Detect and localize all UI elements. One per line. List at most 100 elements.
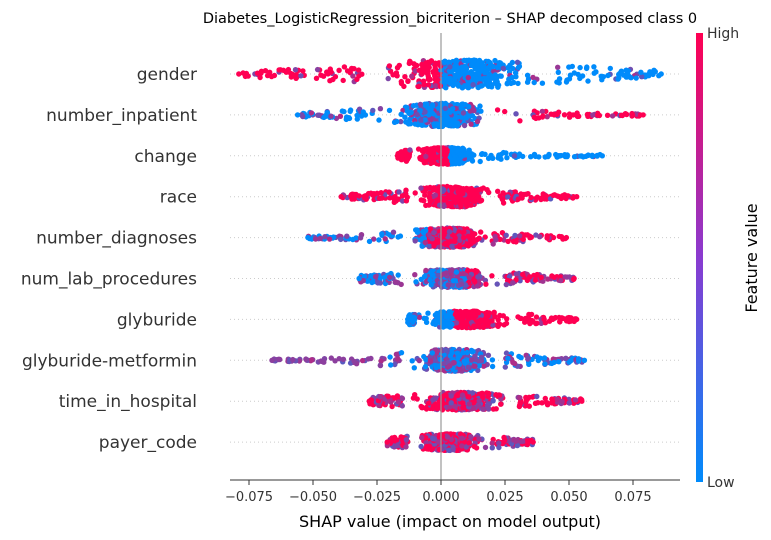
shap-point bbox=[511, 153, 518, 159]
shap-point bbox=[504, 155, 510, 161]
shap-point bbox=[285, 66, 292, 73]
shap-point bbox=[338, 236, 344, 243]
shap-point bbox=[418, 403, 424, 410]
chart-title: Diabetes_LogisticRegression_bicriterion … bbox=[203, 11, 697, 27]
shap-point bbox=[417, 156, 423, 162]
shap-point bbox=[609, 113, 616, 119]
shap-point bbox=[407, 116, 413, 123]
shap-point bbox=[453, 320, 460, 326]
shap-point bbox=[512, 232, 518, 239]
shap-point bbox=[375, 280, 381, 286]
shap-point bbox=[412, 238, 418, 244]
shap-point bbox=[447, 194, 454, 200]
shap-point bbox=[427, 184, 433, 191]
shap-point bbox=[457, 237, 463, 243]
shap-point bbox=[512, 70, 519, 76]
shap-point bbox=[516, 353, 522, 360]
shap-point bbox=[461, 57, 467, 64]
shap-point bbox=[465, 74, 471, 81]
shap-point bbox=[398, 281, 404, 288]
shap-point bbox=[277, 67, 284, 73]
shap-point bbox=[376, 195, 383, 201]
shap-point bbox=[541, 355, 548, 361]
shap-point bbox=[505, 79, 512, 86]
shap-point bbox=[398, 350, 405, 356]
shap-point bbox=[277, 356, 283, 363]
shap-point bbox=[522, 232, 528, 238]
shap-point bbox=[326, 236, 333, 242]
shap-point bbox=[395, 272, 401, 278]
shap-point bbox=[446, 229, 453, 235]
shap-point bbox=[548, 315, 555, 321]
shap-point bbox=[456, 243, 463, 250]
shap-point bbox=[373, 274, 379, 280]
shap-point bbox=[412, 272, 418, 278]
shap-point bbox=[532, 277, 539, 283]
shap-point bbox=[362, 112, 369, 118]
shap-point bbox=[441, 72, 448, 78]
shap-point bbox=[236, 71, 242, 77]
shap-point bbox=[425, 82, 432, 88]
shap-point bbox=[271, 72, 278, 79]
shap-point bbox=[357, 235, 364, 241]
shap-point bbox=[349, 196, 355, 202]
shap-point bbox=[396, 62, 402, 69]
feature-label: time_in_hospital bbox=[59, 392, 197, 412]
shap-point bbox=[468, 357, 475, 363]
shap-point bbox=[474, 191, 480, 197]
shap-point bbox=[441, 197, 447, 203]
shap-point bbox=[599, 153, 605, 159]
shap-point bbox=[476, 235, 482, 241]
shap-point bbox=[478, 354, 485, 360]
shap-point bbox=[308, 110, 315, 116]
shap-point bbox=[598, 73, 604, 80]
shap-point bbox=[452, 227, 458, 233]
shap-point bbox=[437, 244, 443, 250]
shap-point bbox=[423, 153, 429, 160]
shap-point bbox=[451, 64, 457, 70]
shap-point bbox=[465, 233, 471, 239]
shap-point bbox=[430, 110, 436, 117]
shap-point bbox=[494, 75, 500, 81]
shap-point bbox=[403, 104, 410, 111]
shap-point bbox=[444, 161, 451, 167]
shap-point bbox=[416, 314, 423, 320]
shap-point bbox=[398, 118, 404, 125]
shap-point bbox=[562, 274, 568, 280]
shap-point bbox=[363, 196, 369, 202]
shap-point bbox=[453, 269, 460, 275]
shap-point bbox=[370, 107, 376, 114]
shap-point bbox=[526, 403, 532, 409]
shap-point bbox=[292, 73, 299, 79]
shap-point bbox=[371, 236, 377, 242]
shap-point bbox=[405, 78, 411, 85]
shap-point bbox=[441, 271, 447, 277]
shap-point bbox=[589, 112, 596, 118]
shap-point bbox=[604, 112, 611, 119]
shap-point bbox=[448, 107, 454, 113]
shap-point bbox=[419, 71, 425, 77]
shap-point bbox=[568, 318, 574, 324]
shap-point bbox=[534, 110, 540, 116]
shap-point bbox=[445, 282, 451, 288]
shap-point bbox=[450, 278, 457, 284]
shap-point bbox=[584, 64, 590, 70]
shap-point bbox=[520, 271, 526, 278]
shap-point bbox=[527, 274, 533, 280]
shap-point bbox=[576, 358, 582, 364]
shap-point bbox=[386, 189, 392, 195]
shap-point bbox=[528, 194, 534, 201]
shap-point bbox=[455, 355, 461, 361]
shap-point bbox=[422, 239, 428, 246]
shap-point bbox=[385, 75, 391, 82]
shap-point bbox=[461, 146, 467, 153]
shap-point bbox=[500, 65, 506, 72]
shap-point bbox=[415, 146, 422, 152]
shap-point bbox=[505, 355, 511, 362]
shap-point bbox=[517, 315, 523, 322]
shap-point bbox=[533, 314, 540, 320]
shap-point bbox=[466, 104, 472, 110]
shap-point bbox=[414, 62, 420, 69]
shap-point bbox=[377, 362, 384, 369]
shap-point bbox=[402, 74, 408, 80]
